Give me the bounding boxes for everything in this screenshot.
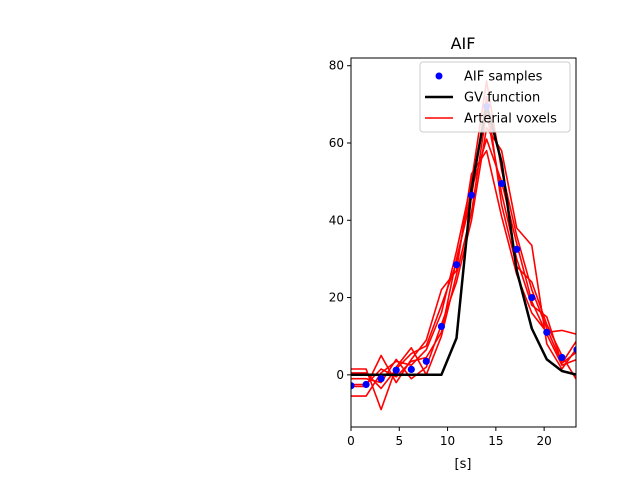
x-tick-label: 15 — [488, 434, 503, 448]
aif-sample-point — [573, 346, 576, 354]
gv-function-layer — [351, 103, 576, 377]
aif-sample-point — [422, 357, 430, 365]
aif-sample-point — [467, 191, 476, 199]
arterial-voxel-line-4 — [351, 126, 576, 384]
arterial-voxel-line-2 — [351, 111, 576, 411]
aif-sample-point — [351, 382, 355, 390]
aif-sample-point — [407, 365, 415, 373]
y-tick-label: 40 — [329, 213, 344, 227]
y-tick-label: 0 — [336, 368, 344, 382]
aif-sample-point — [558, 353, 566, 362]
arterial-voxel-line-6 — [351, 138, 576, 390]
aif-sample-point — [392, 366, 400, 374]
x-tick-label: 20 — [536, 434, 551, 448]
arterial-voxel-line-1 — [351, 80, 576, 397]
aif-sample-point — [528, 294, 536, 302]
y-axis: 0 20 40 60 80 — [329, 59, 351, 382]
legend-box — [419, 61, 571, 133]
aif-sample-point — [377, 375, 385, 383]
x-axis: 0 5 10 15 20 — [347, 427, 552, 448]
legend: AIF samples GV function Arterial voxels — [419, 61, 571, 133]
x-tick-label: 0 — [347, 434, 355, 448]
x-tick-label: 10 — [440, 434, 455, 448]
legend-voxels-label: Arterial voxels — [464, 112, 557, 127]
legend-samples-marker — [435, 72, 443, 80]
aif-sample-point — [437, 322, 445, 331]
arterial-voxel-layer — [351, 80, 576, 411]
x-tick-label: 5 — [395, 434, 403, 448]
aif-sample-point — [513, 245, 521, 253]
aif-sample-point — [543, 328, 551, 336]
y-tick-label: 20 — [329, 291, 344, 305]
aif-sample-point — [498, 180, 506, 188]
y-tick-label: 60 — [329, 136, 344, 150]
chart-title: AIF — [451, 34, 476, 53]
aif-samples-layer — [351, 102, 576, 390]
plot-frame — [350, 57, 577, 428]
gv-function-line — [351, 103, 576, 377]
aif-sample-point — [362, 380, 370, 389]
legend-samples-label: AIF samples — [464, 70, 543, 85]
y-tick-label: 80 — [329, 59, 344, 73]
x-axis-label: [s] — [455, 457, 472, 472]
aif-sample-point — [452, 261, 461, 269]
legend-gv-label: GV function — [464, 91, 540, 106]
